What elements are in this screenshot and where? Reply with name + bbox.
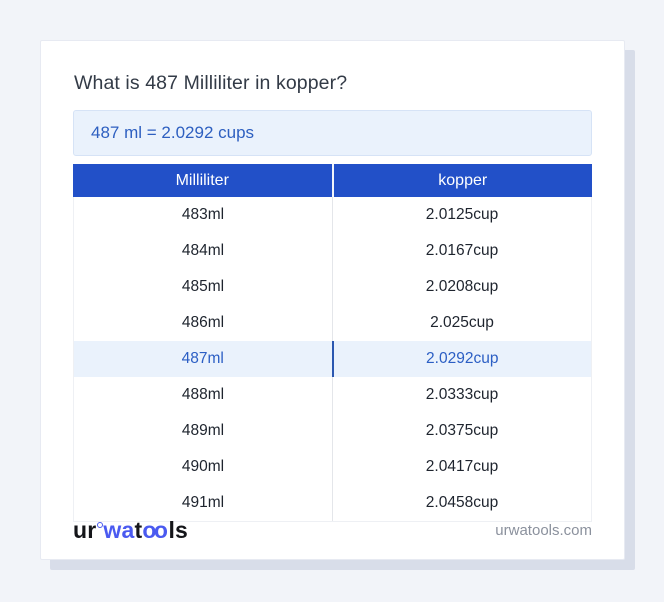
logo-part-ls: ls xyxy=(168,516,189,543)
table-body: 483ml 2.0125cup 484ml 2.0167cup 485ml 2.… xyxy=(73,197,592,522)
table-row: 487ml 2.0292cup xyxy=(74,341,591,377)
ml-cell: 484ml xyxy=(181,242,225,259)
footer: ur watoo ls urwatools.com xyxy=(73,511,592,549)
cup-cell: 2.0375cup xyxy=(332,413,591,449)
ml-cell: 489ml xyxy=(181,422,225,439)
table-row: 489ml 2.0375cup xyxy=(74,413,591,449)
cup-cell: 2.0333cup xyxy=(332,377,591,413)
ml-cell: 488ml xyxy=(181,386,225,403)
ml-cell: 483ml xyxy=(181,206,225,223)
answer-text: 487 ml = 2.0292 cups xyxy=(91,123,255,142)
cup-cell: 2.0167cup xyxy=(332,233,591,269)
ml-cell: 490ml xyxy=(181,458,225,475)
conversion-table: Milliliter kopper 483ml 2.0125cup 484ml … xyxy=(73,164,592,522)
ml-cell: 491ml xyxy=(181,494,225,511)
table-header-milliliter: Milliliter xyxy=(175,171,229,189)
answer-box: 487 ml = 2.0292 cups xyxy=(73,110,592,156)
table-row: 484ml 2.0167cup xyxy=(74,233,591,269)
converter-card: What is 487 Milliliter in kopper? 487 ml… xyxy=(40,40,625,560)
cup-cell: 2.0292cup xyxy=(331,341,592,377)
cup-cell: 2.0125cup xyxy=(332,197,591,233)
ml-cell: 487ml xyxy=(181,350,224,367)
table-header-row: Milliliter kopper xyxy=(73,164,592,197)
table-row: 488ml 2.0333cup xyxy=(74,377,591,413)
site-logo[interactable]: ur watoo ls xyxy=(73,517,188,544)
table-row: 485ml 2.0208cup xyxy=(74,269,591,305)
ml-cell: 485ml xyxy=(181,278,225,295)
table-header-kopper: kopper xyxy=(331,164,593,197)
table-row: 483ml 2.0125cup xyxy=(74,197,591,233)
logo-part-oo: oo xyxy=(142,516,168,543)
logo-part-t: t xyxy=(134,516,143,543)
logo-part-wa: wa xyxy=(103,516,135,543)
table-row: 490ml 2.0417cup xyxy=(74,449,591,485)
page-title: What is 487 Milliliter in kopper? xyxy=(74,72,348,94)
table-row: 486ml 2.025cup xyxy=(74,305,591,341)
logo-part-ur: ur xyxy=(73,516,97,543)
cup-cell: 2.0208cup xyxy=(332,269,591,305)
table-row: 491ml 2.0458cup xyxy=(74,485,591,521)
ml-cell: 486ml xyxy=(181,314,225,331)
cup-cell: 2.0417cup xyxy=(332,449,591,485)
cup-cell: 2.025cup xyxy=(332,305,591,341)
cup-cell: 2.0458cup xyxy=(332,485,591,521)
logo-ring-icon xyxy=(97,521,104,528)
site-url: urwatools.com xyxy=(495,521,592,539)
